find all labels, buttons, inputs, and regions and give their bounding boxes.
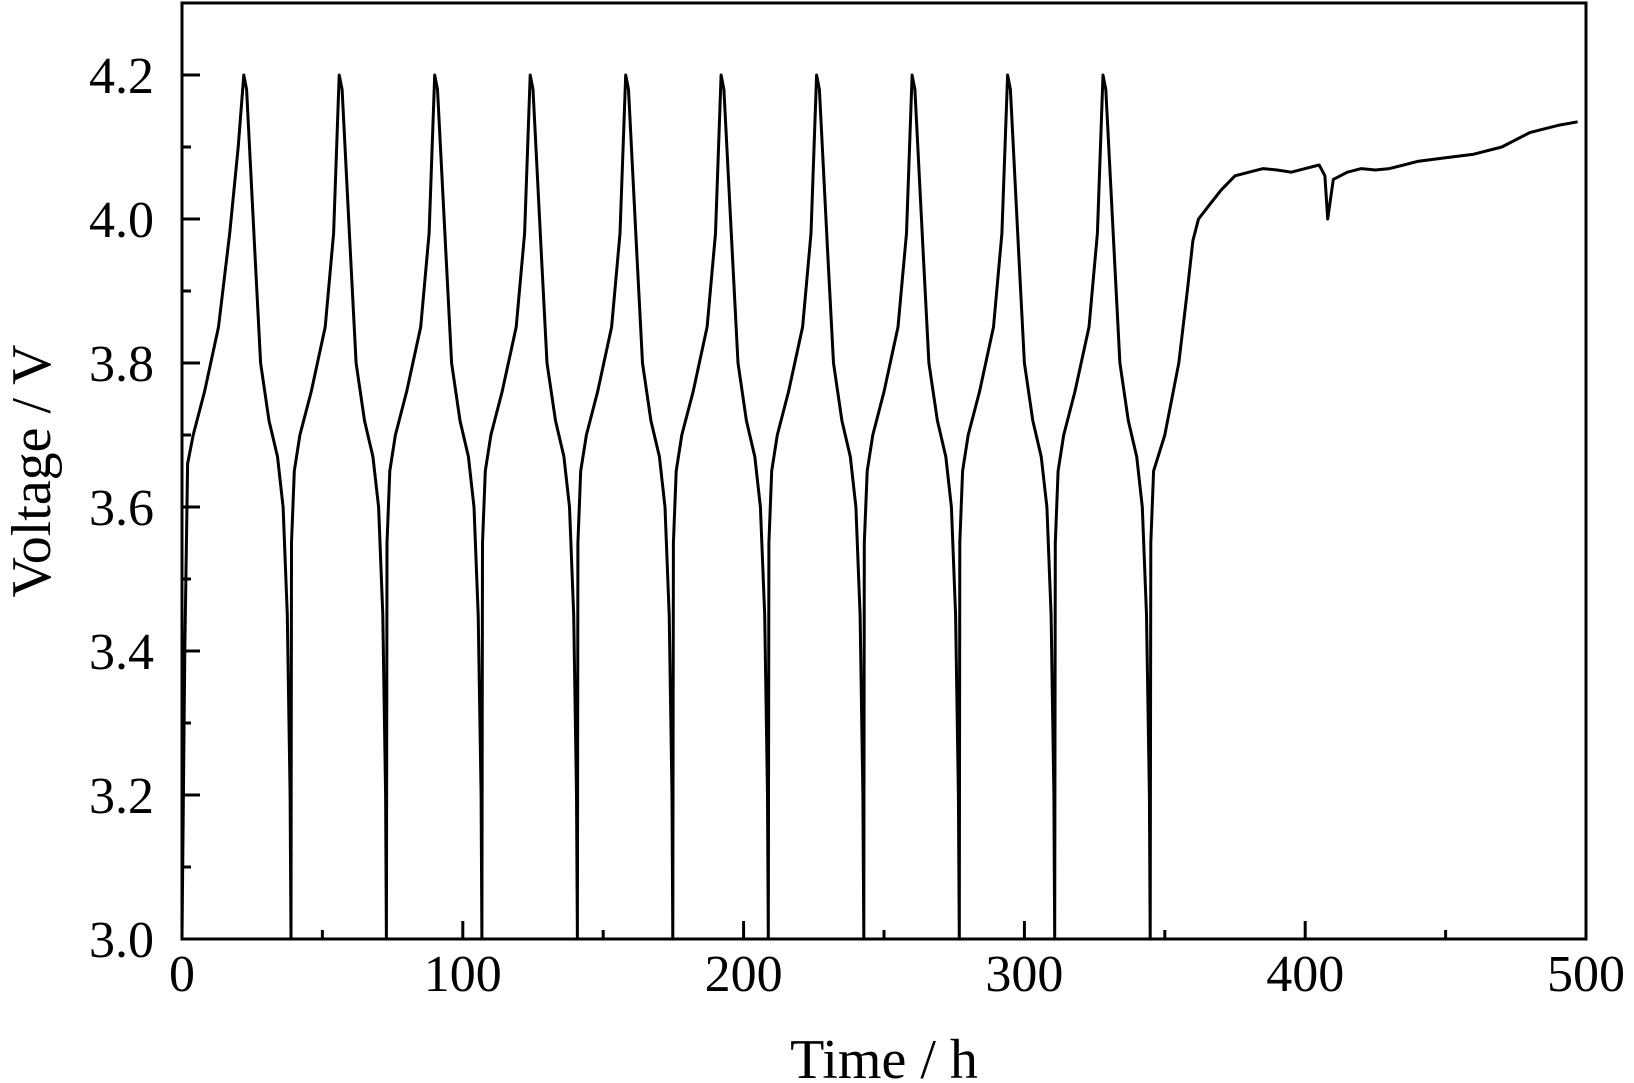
y-tick-label-3.6: 3.6 — [89, 480, 154, 537]
x-tick-label-500: 500 — [1547, 946, 1625, 1003]
x-tick-label-300: 300 — [985, 946, 1063, 1003]
y-tick-label-3.8: 3.8 — [89, 336, 154, 393]
y-tick-label-4.2: 4.2 — [89, 48, 154, 105]
x-axis-ticks — [180, 921, 1588, 939]
plot-frame — [180, 1, 1588, 941]
x-tick-label-100: 100 — [424, 946, 502, 1003]
x-axis-tick-labels: 0 100 200 300 400 500 — [169, 946, 1625, 1003]
y-axis-ticks — [182, 73, 200, 941]
x-tick-label-200: 200 — [705, 946, 783, 1003]
x-tick-label-0: 0 — [169, 946, 195, 1003]
series-line-voltage — [180, 73, 1578, 941]
x-tick-label-400: 400 — [1266, 946, 1344, 1003]
y-tick-label-4.0: 4.0 — [89, 192, 154, 249]
y-axis-tick-labels: 3.0 3.2 3.4 3.6 3.8 4.0 4.2 — [89, 48, 154, 969]
x-axis-title: Time / h — [790, 1029, 978, 1083]
y-tick-label-3.2: 3.2 — [89, 768, 154, 825]
y-tick-label-3.4: 3.4 — [89, 624, 154, 681]
y-axis-title: Voltage / V — [1, 344, 63, 597]
y-tick-label-3.0: 3.0 — [89, 912, 154, 969]
